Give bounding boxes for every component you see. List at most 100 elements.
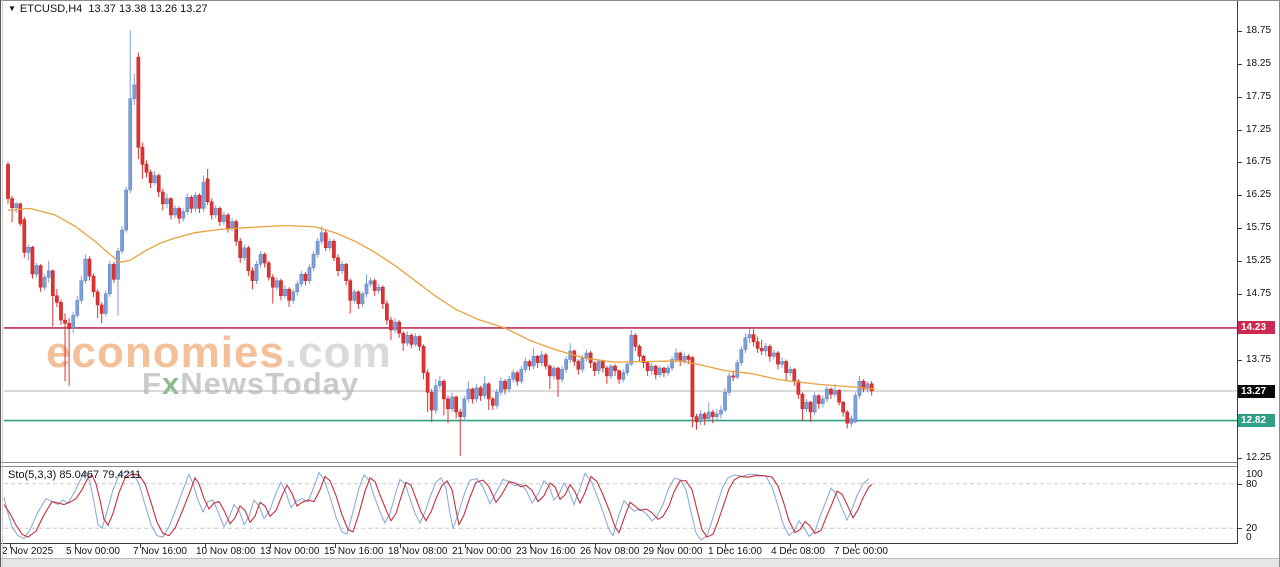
candle-body: [747, 334, 752, 339]
price-axis-label: 12.25: [1246, 452, 1272, 464]
price-axis-tick: [1238, 129, 1242, 131]
stochastic-panel-canvas[interactable]: [0, 467, 1238, 552]
candle-body: [307, 267, 312, 281]
candle-body: [519, 369, 524, 382]
price-chart-canvas[interactable]: [0, 0, 1238, 462]
time-axis-label: 15 Nov 16:00: [324, 546, 384, 557]
price-axis[interactable]: 18.75 18.25 17.75 17.25 16.75 16.25 15.75 15.25…: [1238, 0, 1280, 543]
candle-body: [389, 319, 393, 331]
candle-body: [511, 372, 516, 380]
candle-body: [287, 288, 291, 301]
candle-body: [421, 346, 426, 373]
price-axis-tick: [1238, 96, 1242, 98]
time-axis-label: 26 Nov 08:00: [580, 546, 640, 557]
price-axis-tick: [1238, 31, 1242, 32]
watermark-tagline-f: F: [142, 366, 162, 401]
candle-body: [385, 303, 389, 321]
stochastic-values: 85.0467 79.4211: [59, 469, 142, 481]
candle-body: [156, 175, 161, 193]
candle-body: [727, 375, 731, 393]
candle-body: [291, 291, 296, 301]
panel-separator-bottom-line[interactable]: [0, 466, 1238, 467]
candle-body: [666, 367, 670, 373]
candle-body: [132, 84, 137, 99]
symbol-dropdown-icon[interactable]: ▼: [8, 4, 16, 13]
price-axis-label: 18.25: [1246, 57, 1272, 69]
candle-body: [372, 280, 377, 291]
candle-body: [800, 394, 805, 410]
candle-body: [226, 214, 230, 229]
candle-body: [698, 413, 703, 423]
candle-body: [776, 352, 780, 365]
price-axis-label: 17.75: [1246, 90, 1272, 102]
watermark-brand: economies.com: [46, 328, 392, 378]
candlesticks: [6, 30, 874, 457]
candle-body: [857, 380, 862, 396]
candle-body: [527, 361, 532, 367]
time-axis-tick: [465, 543, 466, 548]
candle-body: [841, 401, 846, 413]
time-axis[interactable]: 2 Nov 2025 5 Nov 00:00 7 Nov 16:00 10 Nov 0…: [0, 543, 1238, 558]
candle-body: [474, 387, 479, 400]
candle-body: [413, 336, 418, 345]
time-axis-tick: [660, 543, 661, 548]
candle-body: [535, 355, 540, 364]
candle-body: [95, 291, 100, 306]
candle-body: [352, 291, 357, 301]
candle-body: [299, 273, 304, 285]
candle-body: [723, 392, 727, 411]
candle-body: [165, 198, 169, 205]
time-axis-label: 18 Nov 08:00: [388, 546, 448, 557]
candle-body: [625, 363, 630, 373]
candle-body: [112, 263, 116, 280]
candle-body: [572, 350, 577, 362]
symbol-quote-bar[interactable]: ▼ ETCUSD,H4 13.37 13.38 13.26 13.27: [8, 3, 208, 15]
candle-body: [356, 291, 361, 304]
candle-body: [103, 293, 108, 314]
candle-body: [189, 196, 194, 209]
candle-body: [458, 411, 463, 417]
candle-body: [466, 388, 471, 400]
candle-body: [600, 361, 605, 369]
stoch-axis-tick: [1238, 484, 1242, 485]
candle-body: [79, 280, 84, 301]
time-axis-tick: [725, 543, 726, 548]
candle-body: [63, 319, 67, 324]
candle-body: [755, 341, 760, 349]
candle-body: [649, 365, 654, 371]
candle-body: [543, 354, 548, 367]
candle-body: [490, 398, 495, 406]
candle-body: [234, 221, 238, 242]
candle-body: [213, 208, 218, 216]
candle-body: [837, 390, 841, 403]
window-frame-left: [0, 0, 1, 567]
candle-body: [368, 280, 373, 285]
candle-body: [523, 361, 528, 370]
price-axis-label: 16.25: [1246, 189, 1272, 201]
candle-body: [621, 372, 626, 380]
candle-body: [238, 240, 243, 258]
candle-body: [140, 147, 145, 165]
candle-body: [861, 380, 866, 390]
panel-separator-top-line[interactable]: [0, 462, 1238, 463]
candle-body: [759, 348, 764, 352]
candle-body: [75, 300, 80, 316]
candle-body: [674, 352, 678, 360]
candle-body: [499, 380, 503, 393]
candle-body: [185, 196, 190, 212]
candle-body: [706, 411, 711, 419]
candle-body: [319, 232, 324, 242]
candle-body: [83, 258, 88, 281]
candle-body: [478, 387, 483, 396]
candle-body: [42, 277, 47, 288]
candle-body: [694, 416, 699, 423]
candle-body: [710, 411, 715, 417]
candle-body: [731, 375, 736, 378]
candle-body: [205, 178, 210, 203]
price-axis-label: 17.25: [1246, 123, 1272, 135]
candle-body: [470, 388, 475, 400]
time-axis-label: 23 Nov 16:00: [516, 546, 576, 557]
time-axis-tick: [270, 543, 271, 548]
candle-body: [853, 395, 858, 423]
candle-body: [311, 254, 316, 268]
